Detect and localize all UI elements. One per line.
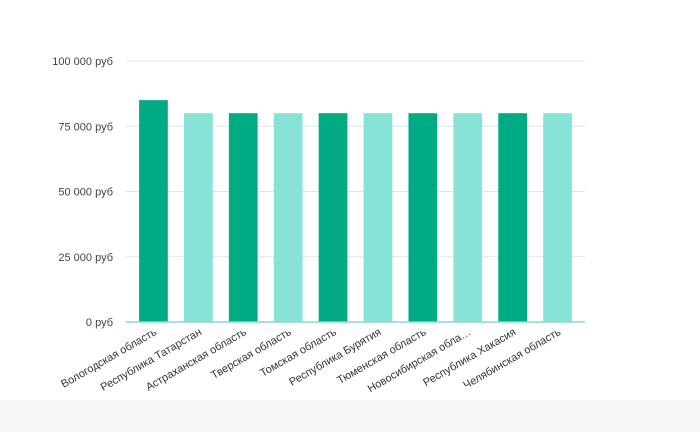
y-tick-label: 0 руб [86, 317, 113, 329]
bar [318, 113, 348, 322]
bar [273, 113, 303, 322]
bar [228, 113, 258, 322]
bar [408, 113, 438, 322]
bar [498, 113, 528, 322]
bar-chart: 0 руб 25 000 руб 50 000 руб 75 000 руб 100 0… [52, 56, 585, 396]
y-tick-label: 50 000 руб [58, 187, 113, 199]
y-tick-label: 25 000 руб [58, 252, 113, 264]
y-tick-label: 75 000 руб [58, 121, 113, 133]
y-tick-label: 100 000 руб [52, 56, 113, 68]
bar [183, 113, 213, 322]
y-axis-tick-labels: 0 руб 25 000 руб 50 000 руб 75 000 руб 100 0… [52, 56, 113, 329]
footer-strip [0, 400, 700, 432]
bars [139, 100, 572, 323]
bar [363, 113, 393, 322]
bar [139, 100, 168, 323]
x-category-label: Тверская область [209, 326, 294, 382]
bar [543, 113, 572, 322]
bar [453, 113, 483, 322]
